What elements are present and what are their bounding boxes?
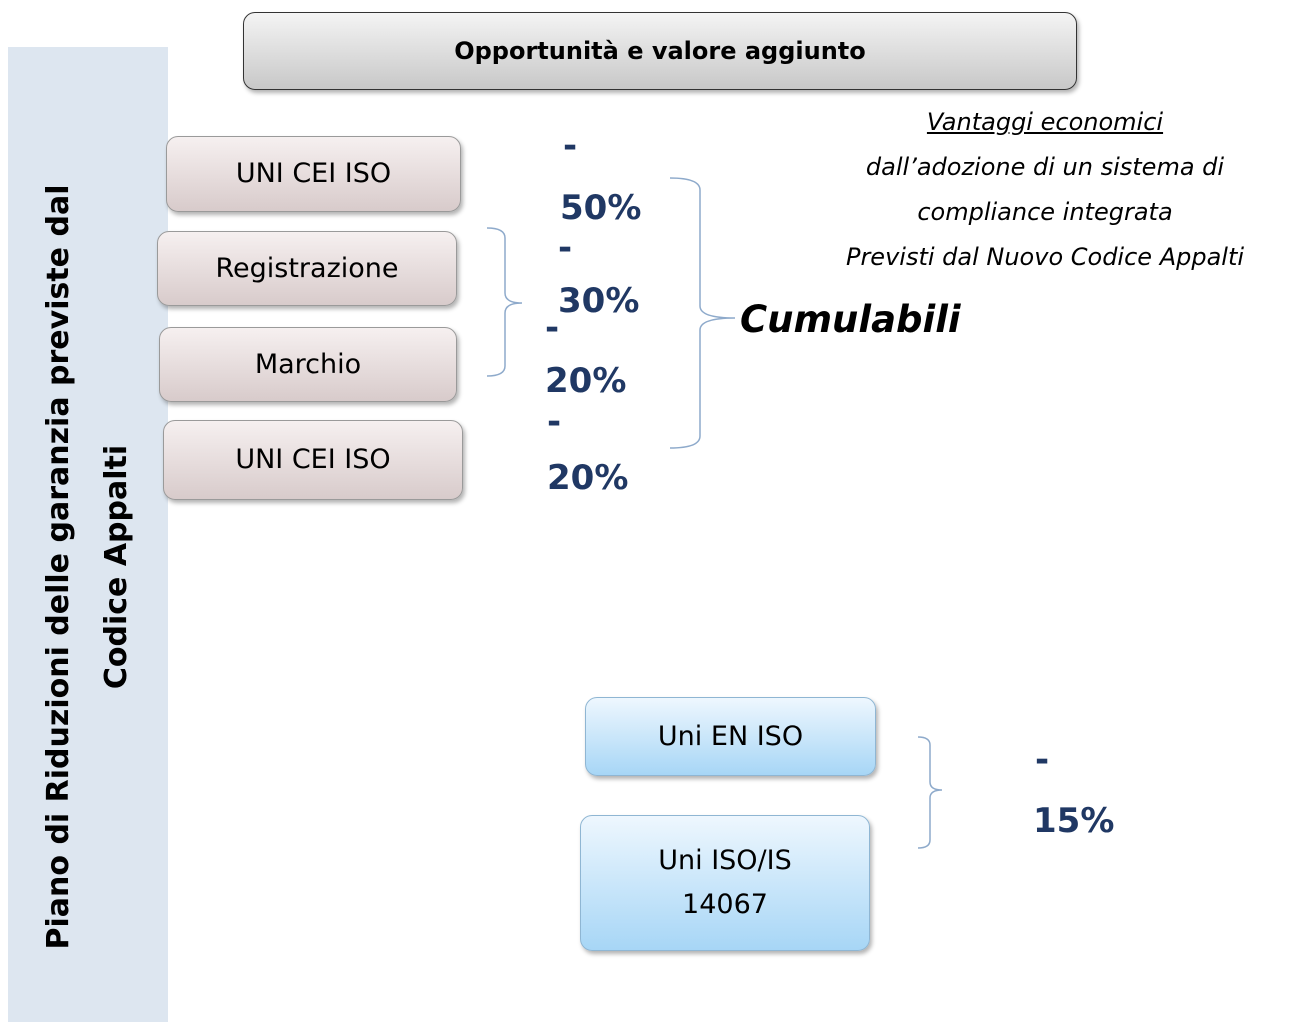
dash: - xyxy=(547,402,562,442)
brace xyxy=(917,736,943,849)
dash: - xyxy=(558,228,573,268)
note-line: compliance integrata xyxy=(917,198,1173,226)
note-line: dall’adozione di un sistema di xyxy=(865,153,1225,181)
box: Registrazione xyxy=(157,231,457,306)
box: UNI CEI ISO xyxy=(163,420,463,500)
box: Uni ISO/IS 14067 xyxy=(580,815,870,951)
percent: 15% xyxy=(1033,801,1115,841)
sidebar: Piano di Riduzioni delle garanzia previs… xyxy=(8,47,168,1022)
brace xyxy=(669,177,736,449)
box: Marchio xyxy=(159,327,457,402)
note-line: Previsti dal Nuovo Codice Appalti xyxy=(845,243,1245,271)
box: Uni EN ISO xyxy=(585,697,876,776)
dash: - xyxy=(563,126,578,166)
percent: 20% xyxy=(545,361,627,401)
percent: 50% xyxy=(560,188,642,228)
note: Vantaggi economici dall’adozione di un s… xyxy=(780,100,1303,280)
box: UNI CEI ISO xyxy=(166,136,461,212)
brace xyxy=(486,227,523,377)
dash: - xyxy=(1035,740,1050,780)
header: Opportunità e valore aggiunto xyxy=(243,12,1077,90)
percent: 30% xyxy=(558,281,640,321)
dash: - xyxy=(545,308,560,348)
note-line: Vantaggi economici xyxy=(926,108,1164,136)
percent: 20% xyxy=(547,458,629,498)
cumulative-label: Cumulabili xyxy=(740,298,961,341)
